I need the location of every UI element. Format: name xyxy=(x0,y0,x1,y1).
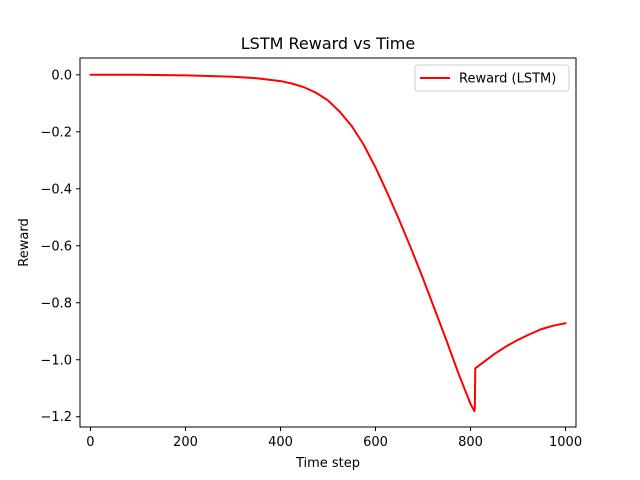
x-tick-label: 200 xyxy=(173,435,198,450)
y-tick-label: −1.2 xyxy=(40,410,72,425)
legend-box xyxy=(414,64,570,92)
x-axis-label: Time step xyxy=(295,456,360,471)
y-tick-label: −1.0 xyxy=(40,353,72,368)
y-tick-label: −0.4 xyxy=(40,182,72,197)
legend: Reward (LSTM) xyxy=(414,64,570,92)
series-line-0 xyxy=(89,73,567,413)
x-tick-label: 400 xyxy=(268,435,293,450)
y-tick-label: 0.0 xyxy=(51,68,72,83)
x-tick-label: 0 xyxy=(86,435,94,450)
plot-area xyxy=(79,57,577,428)
x-tick-label: 1000 xyxy=(549,435,582,450)
data-layer xyxy=(89,73,567,413)
y-tick-label: −0.2 xyxy=(40,125,72,140)
x-axis-ticks: 0 200 400 600 800 1000 xyxy=(86,427,582,450)
legend-label: Reward (LSTM) xyxy=(459,72,556,87)
axes-frame xyxy=(79,57,577,428)
y-axis-ticks: 0.0 −0.2 −0.4 −0.6 −0.8 −1.0 −1.2 xyxy=(40,68,80,425)
x-tick-label: 600 xyxy=(363,435,388,450)
y-tick-label: −0.6 xyxy=(40,239,72,254)
x-tick-label: 800 xyxy=(458,435,483,450)
chart-title: LSTM Reward vs Time xyxy=(241,34,415,53)
y-tick-label: −0.8 xyxy=(40,296,72,311)
y-axis-label: Reward xyxy=(17,218,32,266)
